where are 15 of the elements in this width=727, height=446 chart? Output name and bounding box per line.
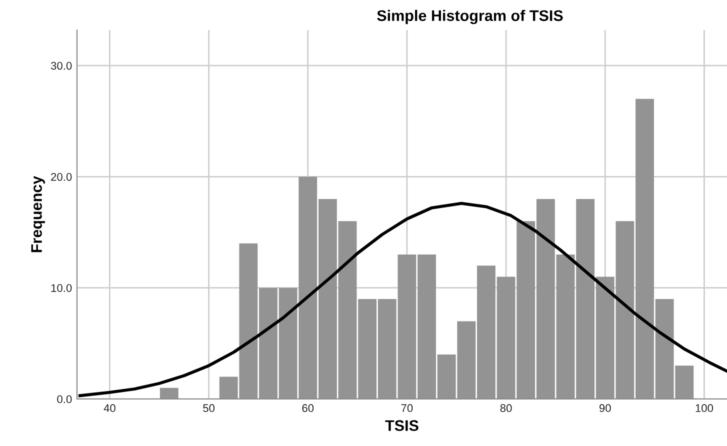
x-tick-label: 100 (696, 404, 714, 412)
y-tick-label: 0.0 (57, 395, 72, 404)
y-axis-title: Frequency (31, 176, 45, 252)
chart-title: Simple Histogram of TSIS (377, 10, 563, 24)
x-axis-title: TSIS (385, 420, 418, 431)
x-tick-label: 50 (203, 404, 215, 412)
y-tick-label: 10.0 (51, 284, 72, 292)
y-tick-label: 30.0 (50, 62, 72, 70)
x-tick-label: 40 (104, 404, 116, 412)
x-tick-label: 70 (401, 404, 413, 412)
x-tick-label: 60 (302, 404, 314, 412)
y-tick-label: 20.0 (51, 172, 72, 181)
line-series (78, 202, 727, 398)
x-tick-label: 90 (599, 404, 611, 412)
x-tick-label: 80 (500, 404, 512, 412)
